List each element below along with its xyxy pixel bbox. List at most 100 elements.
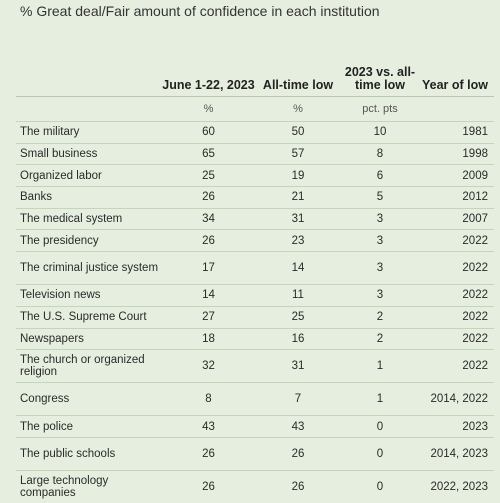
institution-cell: The church or organized religion: [16, 349, 162, 383]
all-time-low-cell: 26: [255, 469, 341, 503]
difference-cell: 1: [341, 349, 419, 383]
year-of-low-cell: 2022: [419, 305, 494, 328]
june-value-cell: 34: [162, 207, 255, 230]
june-value-cell: 26: [162, 229, 255, 252]
institution-cell: The U.S. Supreme Court: [16, 305, 162, 328]
column-header-difference: 2023 vs. all-time low: [344, 65, 416, 92]
table-row: Newspapers 18 16 2 2022: [16, 327, 494, 350]
column-header-all-time-low: All-time low: [262, 78, 334, 92]
all-time-low-cell: 19: [255, 164, 341, 187]
table-row: Small business 65 57 8 1998: [16, 142, 494, 165]
all-time-low-cell: 25: [255, 305, 341, 328]
all-time-low-cell: 14: [255, 251, 341, 285]
year-of-low-cell: 2022: [419, 284, 494, 307]
difference-cell: 0: [341, 415, 419, 438]
unit-all-time-low: %: [255, 96, 341, 122]
confidence-table: June 1-22, 2023 All-time low 2023 vs. al…: [16, 52, 494, 503]
difference-cell: 6: [341, 164, 419, 187]
difference-cell: 10: [341, 121, 419, 144]
year-of-low-cell: 2009: [419, 164, 494, 187]
all-time-low-cell: 11: [255, 284, 341, 307]
difference-cell: 1: [341, 382, 419, 416]
table-row: Banks 26 21 5 2012: [16, 186, 494, 209]
unit-year: [419, 96, 494, 122]
june-value-cell: 14: [162, 284, 255, 307]
all-time-low-cell: 26: [255, 436, 341, 471]
year-of-low-cell: 2022: [419, 349, 494, 383]
chart-title: % Great deal/Fair amount of confidence i…: [20, 3, 380, 19]
table-row: Organized labor 25 19 6 2009: [16, 164, 494, 187]
units-row: % % pct. pts: [16, 96, 494, 122]
year-of-low-cell: 2007: [419, 207, 494, 230]
june-value-cell: 26: [162, 436, 255, 471]
june-value-cell: 25: [162, 164, 255, 187]
year-of-low-cell: 2022: [419, 251, 494, 285]
all-time-low-cell: 23: [255, 229, 341, 252]
table-row: The U.S. Supreme Court 27 25 2 2022: [16, 305, 494, 328]
all-time-low-cell: 50: [255, 121, 341, 144]
table-row: The criminal justice system 17 14 3 2022: [16, 251, 494, 285]
difference-cell: 3: [341, 229, 419, 252]
institution-cell: Congress: [16, 382, 162, 416]
year-of-low-cell: 2014, 2022: [419, 382, 494, 416]
june-value-cell: 32: [162, 349, 255, 383]
table-row: The police 43 43 0 2023: [16, 415, 494, 438]
table-row: The medical system 34 31 3 2007: [16, 207, 494, 230]
year-of-low-cell: 2022, 2023: [419, 469, 494, 503]
institution-cell: The medical system: [16, 207, 162, 230]
table-row: The church or organized religion 32 31 1 202…: [16, 349, 494, 383]
year-of-low-cell: 2023: [419, 415, 494, 438]
year-of-low-cell: 1981: [419, 121, 494, 144]
difference-cell: 3: [341, 284, 419, 307]
all-time-low-cell: 16: [255, 327, 341, 350]
june-value-cell: 27: [162, 305, 255, 328]
difference-cell: 0: [341, 436, 419, 471]
difference-cell: 3: [341, 207, 419, 230]
all-time-low-cell: 31: [255, 349, 341, 383]
difference-cell: 3: [341, 251, 419, 285]
column-header-institution: [16, 52, 162, 97]
year-of-low-cell: 2014, 2023: [419, 436, 494, 471]
institution-cell: Large technology companies: [16, 469, 162, 503]
year-of-low-cell: 1998: [419, 142, 494, 165]
column-header-year-of-low: Year of low: [422, 78, 488, 92]
difference-cell: 2: [341, 327, 419, 350]
table-body: The military 60 50 10 1981 Small business 65 57…: [16, 121, 494, 503]
table-row: Large technology companies 26 26 0 2022, 202…: [16, 469, 494, 503]
june-value-cell: 43: [162, 415, 255, 438]
unit-cell: [16, 96, 162, 122]
difference-cell: 0: [341, 469, 419, 503]
june-value-cell: 65: [162, 142, 255, 165]
june-value-cell: 26: [162, 186, 255, 209]
year-of-low-cell: 2022: [419, 327, 494, 350]
june-value-cell: 60: [162, 121, 255, 144]
year-of-low-cell: 2022: [419, 229, 494, 252]
june-value-cell: 17: [162, 251, 255, 285]
june-value-cell: 18: [162, 327, 255, 350]
all-time-low-cell: 57: [255, 142, 341, 165]
institution-cell: The military: [16, 121, 162, 144]
all-time-low-cell: 31: [255, 207, 341, 230]
unit-difference: pct. pts: [341, 96, 419, 122]
institution-cell: Television news: [16, 284, 162, 307]
table-row: Congress 8 7 1 2014, 2022: [16, 382, 494, 416]
year-of-low-cell: 2012: [419, 186, 494, 209]
all-time-low-cell: 21: [255, 186, 341, 209]
table-row: Television news 14 11 3 2022: [16, 284, 494, 307]
institution-cell: Organized labor: [16, 164, 162, 187]
june-value-cell: 8: [162, 382, 255, 416]
unit-june: %: [162, 96, 255, 122]
column-header-june: June 1-22, 2023: [162, 78, 255, 92]
table-row: The public schools 26 26 0 2014, 2023: [16, 436, 494, 471]
header-row: June 1-22, 2023 All-time low 2023 vs. al…: [16, 52, 494, 97]
institution-cell: The public schools: [16, 436, 162, 471]
all-time-low-cell: 43: [255, 415, 341, 438]
difference-cell: 8: [341, 142, 419, 165]
june-value-cell: 26: [162, 469, 255, 503]
difference-cell: 2: [341, 305, 419, 328]
table-row: The presidency 26 23 3 2022: [16, 229, 494, 252]
all-time-low-cell: 7: [255, 382, 341, 416]
table-row: The military 60 50 10 1981: [16, 121, 494, 144]
institution-cell: The police: [16, 415, 162, 438]
